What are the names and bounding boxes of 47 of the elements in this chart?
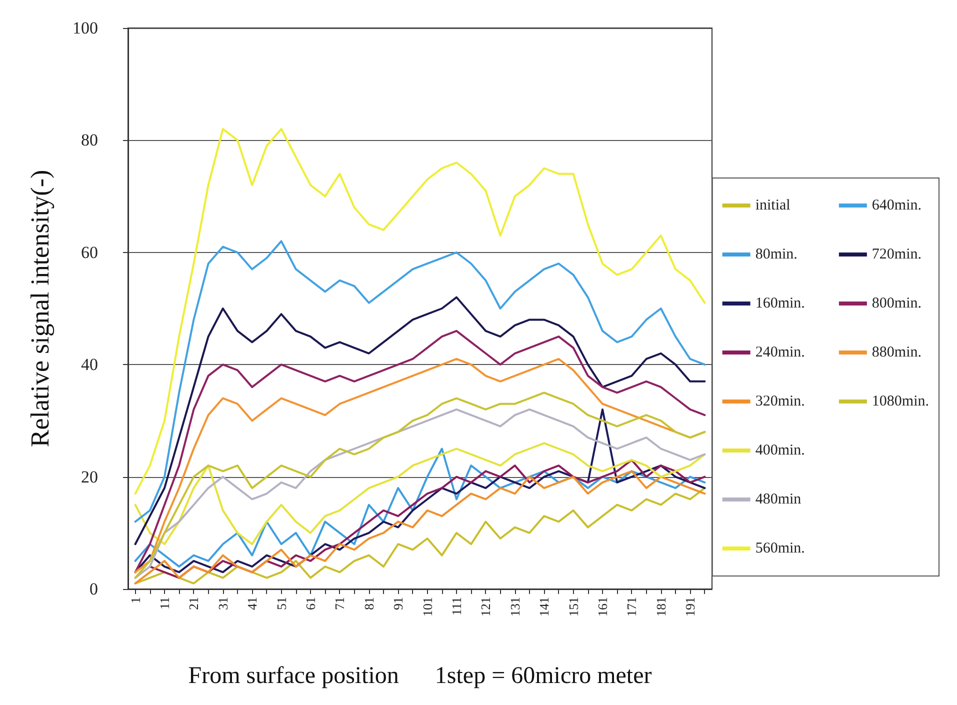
x-tick-label: 141 (536, 597, 552, 616)
y-tick-label: 100 (72, 18, 98, 38)
x-tick-label: 171 (624, 597, 640, 616)
x-tick-label: 11 (157, 597, 172, 610)
x-tick-label: 151 (566, 597, 581, 616)
x-tick-label: 1 (128, 597, 143, 604)
line-series (134, 442, 706, 546)
legend-label: 480min (755, 492, 802, 508)
legend-label: 160min. (755, 296, 805, 312)
legend-label: 560min. (755, 540, 805, 556)
x-tick-label: 191 (682, 597, 698, 616)
legend-label: 800min. (872, 296, 922, 312)
x-tick-label: 181 (653, 597, 668, 616)
legend-label: 240min. (755, 344, 805, 360)
x-tick-label: 51 (274, 597, 289, 610)
line-series (134, 128, 706, 495)
legend-label: 80min. (755, 246, 798, 262)
line-series (134, 296, 706, 546)
legend-label: initial (755, 198, 790, 214)
y-tick-label: 20 (81, 467, 98, 486)
y-axis-title: Relative signal intensity(-) (26, 170, 54, 448)
y-tick-label: 80 (81, 130, 98, 150)
x-tick-label: 21 (186, 597, 202, 610)
x-tick-label: 81 (361, 597, 376, 610)
x-tick-label: 111 (449, 597, 464, 616)
legend-label: 1080min. (872, 394, 930, 410)
legend-label: 880min. (872, 344, 922, 360)
y-tick-label: 60 (81, 242, 98, 262)
y-tick-label: 0 (90, 580, 98, 598)
y-tick-label: 40 (81, 355, 98, 374)
line-series (148, 458, 706, 579)
line-series (134, 240, 706, 523)
legend-label: 640min. (872, 198, 922, 214)
legend-label: 320min. (755, 394, 805, 410)
x-tick-label: 71 (332, 597, 348, 610)
x-tick-label: 101 (420, 597, 435, 616)
x-tick-label: 31 (215, 597, 230, 610)
x-tick-label: 131 (507, 597, 522, 616)
x-tick-label: 91 (390, 597, 406, 610)
x-tick-label: 41 (244, 597, 260, 610)
legend-label: 400min. (755, 442, 805, 458)
legend-label: 720min. (872, 246, 922, 262)
x-tick-label: 161 (595, 597, 610, 616)
x-tick-label: 61 (303, 597, 318, 610)
line-series (134, 448, 706, 568)
x-tick-label: 121 (478, 597, 494, 616)
x-axis-title: From surface position 1step = 60micro meter (188, 663, 652, 689)
